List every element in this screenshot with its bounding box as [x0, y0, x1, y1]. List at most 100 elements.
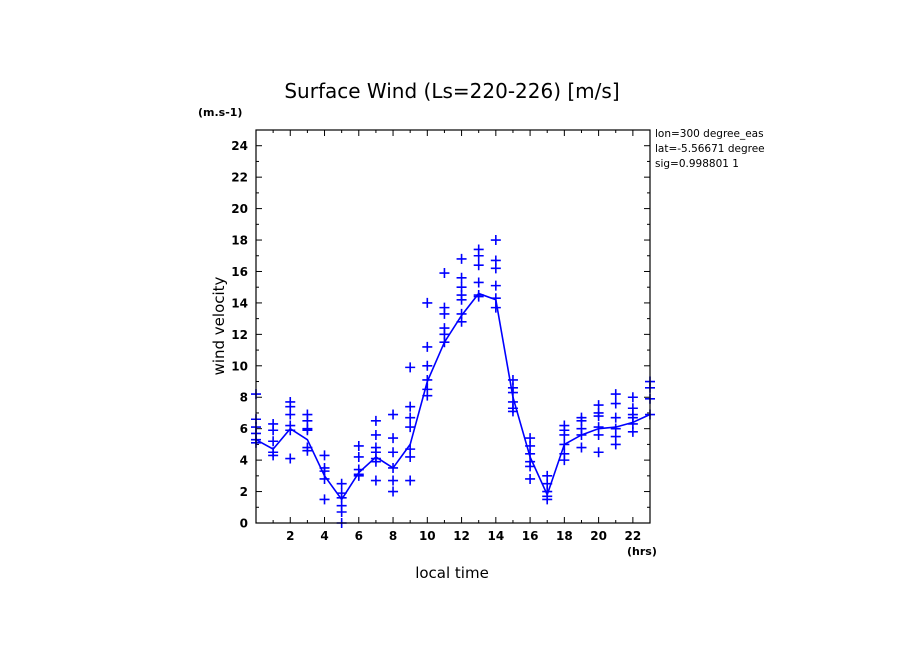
data-point-marker	[388, 462, 399, 473]
data-point-marker	[439, 337, 450, 348]
data-point-marker	[456, 253, 467, 264]
y-tick-label: 0	[240, 517, 248, 531]
data-point-marker	[456, 294, 467, 305]
data-point-marker	[388, 409, 399, 420]
mean-wind-line	[255, 292, 651, 501]
data-point-marker	[422, 341, 433, 352]
data-point-marker	[610, 398, 621, 409]
y-tick-label: 6	[240, 422, 248, 436]
x-axis-label: local time	[415, 564, 489, 582]
data-point-marker	[456, 272, 467, 283]
x-unit-label: (hrs)	[627, 545, 657, 558]
info-box-clip	[779, 126, 904, 176]
data-point-marker	[627, 426, 638, 437]
data-point-marker	[268, 425, 279, 436]
data-point-marker	[336, 506, 347, 517]
x-tick-label: 4	[320, 529, 328, 543]
data-point-marker	[593, 429, 604, 440]
x-tick-label: 16	[522, 529, 539, 543]
data-point-marker	[319, 450, 330, 461]
data-point-marker	[370, 429, 381, 440]
info-line-lat: lat=-5.56671 degree	[655, 143, 765, 155]
data-point-marker	[490, 293, 501, 304]
x-tick-label: 18	[556, 529, 573, 543]
data-point-marker	[405, 412, 416, 423]
data-point-marker	[388, 433, 399, 444]
data-point-marker	[405, 475, 416, 486]
x-tick-label: 8	[389, 529, 397, 543]
data-point-marker	[422, 390, 433, 401]
data-point-marker	[576, 429, 587, 440]
data-point-marker	[370, 415, 381, 426]
data-point-marker	[559, 439, 570, 450]
data-point-marker	[370, 475, 381, 486]
data-point-marker	[439, 308, 450, 319]
data-point-marker	[473, 250, 484, 261]
data-point-marker	[336, 478, 347, 489]
x-tick-label: 22	[625, 529, 642, 543]
data-point-marker	[302, 445, 313, 456]
y-tick-label: 14	[231, 296, 248, 310]
data-point-marker	[319, 473, 330, 484]
data-point-marker	[559, 429, 570, 440]
data-point-marker	[285, 425, 296, 436]
data-point-marker	[559, 455, 570, 466]
y-unit-label: (m.s-1)	[198, 106, 242, 119]
data-point-marker	[593, 411, 604, 422]
data-point-marker	[302, 425, 313, 436]
data-point-marker	[285, 409, 296, 420]
info-line-sig: sig=0.998801 1	[655, 158, 739, 170]
data-point-marker	[405, 401, 416, 412]
data-point-marker	[525, 473, 536, 484]
data-point-marker	[285, 453, 296, 464]
data-point-marker	[268, 436, 279, 447]
x-tick-label: 12	[453, 529, 470, 543]
data-point-marker	[353, 451, 364, 462]
data-point-marker	[319, 494, 330, 505]
series-group	[251, 235, 655, 528]
data-point-marker	[353, 440, 364, 451]
data-point-marker	[542, 494, 553, 505]
data-point-marker	[610, 389, 621, 400]
data-point-marker	[405, 362, 416, 373]
data-point-marker	[439, 268, 450, 279]
data-point-marker	[593, 447, 604, 458]
data-point-marker	[576, 442, 587, 453]
x-tick-label: 6	[355, 529, 363, 543]
data-point-marker	[422, 360, 433, 371]
data-point-marker	[422, 297, 433, 308]
data-point-marker	[370, 456, 381, 467]
data-point-marker	[405, 422, 416, 433]
data-point-marker	[627, 392, 638, 403]
data-point-marker	[473, 277, 484, 288]
axis-ticks	[255, 129, 651, 524]
y-tick-label: 18	[231, 234, 248, 248]
data-point-marker	[610, 439, 621, 450]
x-tick-label: 2	[286, 529, 294, 543]
data-point-marker	[388, 475, 399, 486]
data-point-marker	[422, 374, 433, 385]
data-point-marker	[388, 447, 399, 458]
data-point-marker	[268, 450, 279, 461]
data-point-marker	[473, 260, 484, 271]
data-point-marker	[353, 470, 364, 481]
info-box: lon=300 degree_eas lat=-5.56671 degree s…	[655, 126, 904, 176]
y-tick-label: 16	[231, 265, 248, 279]
y-tick-label: 12	[231, 328, 248, 342]
x-tick-label: 10	[419, 529, 436, 543]
plot-frame	[255, 129, 651, 524]
data-point-marker	[473, 291, 484, 302]
data-point-marker	[490, 302, 501, 313]
y-tick-label: 2	[240, 485, 248, 499]
y-tick-label: 10	[231, 359, 248, 373]
y-tick-label: 4	[240, 454, 248, 468]
data-point-marker	[405, 451, 416, 462]
x-tick-label: 20	[590, 529, 607, 543]
data-point-marker	[490, 235, 501, 246]
y-tick-label: 20	[231, 202, 248, 216]
data-point-marker	[388, 486, 399, 497]
data-point-marker	[525, 461, 536, 472]
data-point-marker	[507, 406, 518, 417]
